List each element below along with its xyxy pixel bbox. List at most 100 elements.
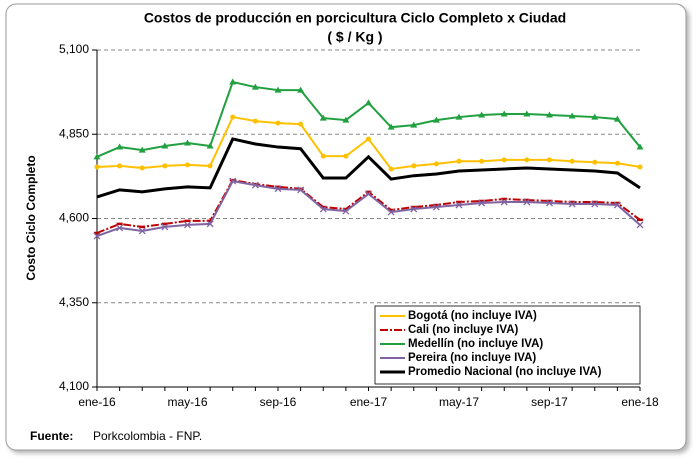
point bbox=[568, 200, 576, 208]
point bbox=[479, 158, 485, 164]
point bbox=[500, 198, 508, 206]
point bbox=[455, 113, 463, 120]
point bbox=[184, 221, 191, 229]
point bbox=[478, 199, 486, 207]
point bbox=[501, 157, 507, 163]
legend-box bbox=[374, 305, 641, 385]
point bbox=[524, 157, 530, 163]
point bbox=[365, 190, 372, 198]
point bbox=[614, 160, 620, 166]
point bbox=[251, 83, 259, 90]
source-label: Fuente: bbox=[30, 429, 73, 443]
point bbox=[387, 123, 395, 130]
x-tick-label: sep-17 bbox=[531, 395, 568, 409]
point bbox=[636, 143, 644, 150]
point bbox=[546, 199, 553, 207]
point bbox=[93, 232, 101, 240]
point bbox=[161, 142, 169, 149]
x-tick-label: sep-16 bbox=[260, 395, 297, 409]
point bbox=[342, 207, 350, 215]
point bbox=[636, 221, 644, 229]
point bbox=[274, 185, 282, 193]
point bbox=[432, 203, 440, 211]
point bbox=[569, 158, 575, 164]
point bbox=[387, 208, 395, 216]
point bbox=[411, 163, 417, 169]
y-tick-label: 5,100 bbox=[59, 42, 89, 56]
x-tick-label: may-17 bbox=[439, 395, 479, 409]
point bbox=[546, 111, 553, 118]
chart-title: Costos de producción en porcicultura Cic… bbox=[144, 10, 566, 26]
point bbox=[478, 111, 486, 118]
point bbox=[433, 161, 439, 167]
point bbox=[297, 186, 305, 194]
point bbox=[94, 164, 100, 170]
point bbox=[342, 116, 350, 123]
point bbox=[116, 224, 124, 232]
point bbox=[456, 158, 462, 164]
point bbox=[613, 201, 621, 209]
point bbox=[523, 110, 531, 117]
point bbox=[432, 116, 440, 123]
point bbox=[366, 136, 371, 142]
point bbox=[410, 121, 418, 128]
point bbox=[319, 205, 327, 213]
legend-label: Medellín (no incluye IVA) bbox=[408, 338, 543, 350]
point bbox=[252, 118, 258, 124]
point bbox=[319, 114, 327, 121]
point bbox=[230, 114, 236, 120]
point bbox=[592, 159, 598, 165]
point bbox=[388, 166, 394, 172]
point bbox=[206, 220, 214, 228]
point bbox=[591, 200, 599, 208]
legend-label: Pereira (no incluye IVA) bbox=[408, 352, 536, 364]
source-text: Porkcolombia - FNP. bbox=[93, 429, 202, 443]
series-line bbox=[96, 137, 641, 199]
chart-subtitle: ( $ / Kg ) bbox=[327, 29, 382, 45]
legend-label: Cali (no incluye IVA) bbox=[408, 324, 518, 336]
point bbox=[93, 153, 101, 160]
point bbox=[298, 121, 304, 127]
y-tick-label: 4,850 bbox=[59, 126, 89, 140]
x-tick-label: ene-18 bbox=[621, 395, 659, 409]
point bbox=[320, 153, 326, 159]
point bbox=[251, 181, 259, 189]
point bbox=[229, 177, 237, 185]
point bbox=[274, 86, 282, 93]
point bbox=[410, 205, 418, 213]
point bbox=[613, 115, 621, 122]
y-tick-label: 4,350 bbox=[59, 295, 89, 309]
point bbox=[500, 110, 508, 117]
legend-label: Promedio Nacional (no incluye IVA) bbox=[408, 366, 602, 378]
point bbox=[547, 157, 552, 163]
point bbox=[229, 78, 237, 85]
legend-label: Bogotá (no incluye IVA) bbox=[408, 310, 537, 322]
point bbox=[117, 163, 123, 169]
y-tick-label: 4,600 bbox=[59, 211, 89, 225]
point bbox=[185, 162, 190, 168]
y-tick-label: 4,100 bbox=[59, 379, 89, 393]
y-axis-label: Costo Ciclo Completo bbox=[24, 155, 38, 280]
point bbox=[591, 113, 599, 120]
point bbox=[162, 163, 168, 169]
point bbox=[138, 146, 146, 153]
x-tick-label: may-16 bbox=[167, 395, 207, 409]
point bbox=[455, 201, 463, 209]
point bbox=[637, 164, 643, 170]
point bbox=[184, 139, 191, 146]
point bbox=[343, 153, 349, 159]
point bbox=[365, 99, 372, 106]
point bbox=[138, 227, 146, 235]
x-tick-label: ene-16 bbox=[78, 395, 116, 409]
x-tick-label: ene-17 bbox=[350, 395, 388, 409]
point bbox=[206, 142, 214, 149]
point bbox=[207, 163, 213, 169]
point bbox=[523, 198, 531, 206]
point bbox=[275, 120, 281, 126]
point bbox=[116, 143, 124, 150]
point bbox=[568, 112, 576, 119]
point bbox=[161, 223, 169, 231]
point bbox=[139, 165, 145, 171]
point bbox=[297, 86, 305, 93]
